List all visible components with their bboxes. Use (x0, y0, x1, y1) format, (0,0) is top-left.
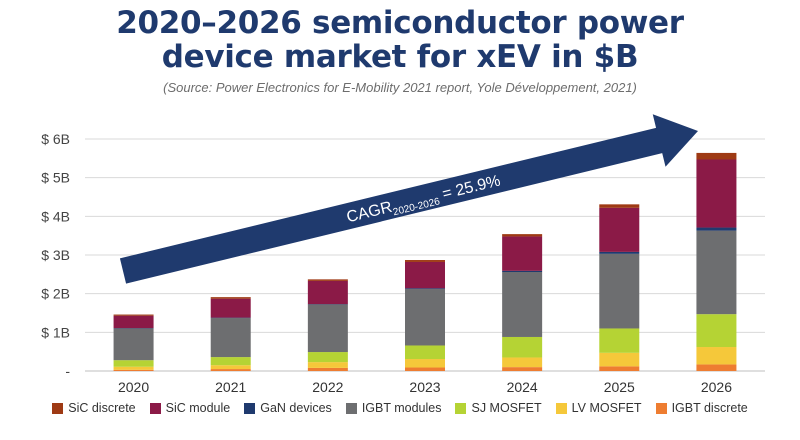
y-tick-label-2: $ 2B (41, 286, 70, 302)
legend-swatch-igbt-modules (345, 402, 357, 414)
legend-swatch-sic-module (149, 402, 161, 414)
cagr-arrow (119, 114, 698, 284)
bar-segment-2023-igbt-discrete (405, 367, 445, 371)
bar-segment-2020-igbt-discrete (113, 369, 154, 371)
bar-segment-2023-lv-mosfet (405, 359, 445, 368)
y-tick-label-1: $ 1B (41, 324, 70, 340)
bar-segment-2025-gan-devices (599, 251, 640, 254)
bar-segment-2020-sic-discrete (113, 314, 154, 316)
y-tick-label-5: $ 5B (41, 170, 70, 186)
bar-segment-2022-sic-module (307, 280, 348, 305)
bar-segment-2023-sic-module (405, 261, 445, 289)
bar-segment-2022-sic-discrete (307, 279, 348, 281)
bar-segment-2021-igbt-modules (210, 318, 251, 358)
y-tick-label-3: $ 3B (41, 247, 70, 263)
bar-segment-2025-sj-mosfet (599, 328, 640, 353)
y-tick-label-4: $ 4B (41, 208, 70, 224)
bar-segment-2024-igbt-modules (502, 272, 543, 337)
bar-segment-2025-sic-module (599, 207, 640, 252)
legend-label-sj-mosfet: SJ MOSFET (471, 401, 542, 415)
legend-label-sic-module: SiC module (165, 401, 231, 415)
bar-segment-2025-sic-discrete (599, 204, 640, 208)
legend-item-gan-devices: GaN devices (244, 401, 332, 415)
bar-segment-2026-sj-mosfet (696, 314, 737, 348)
bar-segment-2022-sj-mosfet (307, 352, 348, 363)
legend-item-sic-module: SiC module (149, 401, 231, 415)
bar-segment-2023-sic-discrete (405, 260, 445, 262)
legend-item-sic-discrete: SiC discrete (52, 401, 136, 415)
legend-item-lv-mosfet: LV MOSFET (555, 401, 642, 415)
bar-segment-2026-igbt-modules (696, 230, 737, 315)
y-tick-label-0: - (65, 363, 70, 379)
x-tick-label-2021: 2021 (215, 379, 246, 395)
bar-segment-2025-igbt-modules (599, 253, 640, 329)
x-tick-label-2026: 2026 (701, 379, 732, 395)
bar-segment-2022-lv-mosfet (307, 362, 348, 368)
bar-segment-2021-sic-discrete (210, 297, 251, 299)
bar-segment-2021-igbt-discrete (210, 369, 251, 371)
bar-segment-2020-sj-mosfet (113, 360, 154, 367)
x-tick-label-2022: 2022 (312, 379, 343, 395)
bar-segment-2026-gan-devices (696, 227, 737, 231)
chart-title-line-2: device market for xEV in $B (161, 39, 639, 75)
bar-segment-2022-igbt-discrete (307, 367, 348, 371)
legend-swatch-sic-discrete (52, 402, 64, 414)
legend-label-igbt-modules: IGBT modules (361, 401, 442, 415)
bar-segment-2026-sic-discrete (696, 152, 737, 160)
bar-segment-2024-gan-devices (502, 270, 543, 273)
legend-swatch-sj-mosfet (455, 402, 467, 414)
legend-label-sic-discrete: SiC discrete (68, 401, 136, 415)
legend-item-igbt-discrete: IGBT discrete (655, 401, 748, 415)
legend-label-gan-devices: GaN devices (260, 401, 332, 415)
bar-segment-2020-lv-mosfet (113, 366, 154, 370)
legend-swatch-lv-mosfet (555, 402, 567, 414)
legend-item-igbt-modules: IGBT modules (345, 401, 442, 415)
bar-segment-2023-gan-devices (405, 288, 445, 290)
bar-segment-2024-sic-discrete (502, 234, 543, 237)
bar-segment-2024-igbt-discrete (502, 367, 543, 371)
bar-segment-2024-lv-mosfet (502, 357, 543, 368)
x-tick-label-2020: 2020 (118, 379, 149, 395)
bar-segment-2021-sj-mosfet (210, 357, 251, 366)
x-tick-label-2023: 2023 (409, 379, 440, 395)
chart-subtitle: (Source: Power Electronics for E-Mobilit… (163, 80, 637, 95)
bar-segment-2022-igbt-modules (307, 304, 348, 353)
legend-item-sj-mosfet: SJ MOSFET (455, 401, 542, 415)
bar-segment-2020-sic-module (113, 315, 154, 329)
bar-segment-2023-sj-mosfet (405, 345, 445, 360)
bar-segment-2026-sic-module (696, 159, 737, 228)
bar-segment-2026-lv-mosfet (696, 347, 737, 365)
bar-segment-2025-igbt-discrete (599, 366, 640, 371)
bar-segment-2023-igbt-modules (405, 289, 445, 346)
x-tick-label-2025: 2025 (604, 379, 635, 395)
bar-segment-2026-igbt-discrete (696, 364, 737, 371)
bar-segment-2024-sic-module (502, 236, 543, 271)
chart-legend: SiC discrete SiC module GaN devices IGBT mo… (0, 401, 800, 415)
y-tick-label-6: $ 6B (41, 131, 70, 147)
legend-label-lv-mosfet: LV MOSFET (571, 401, 642, 415)
bar-segment-2025-lv-mosfet (599, 352, 640, 367)
chart-title-line-1: 2020–2026 semiconductor power (116, 5, 684, 41)
bar-segment-2021-sic-module (210, 298, 251, 318)
legend-swatch-igbt-discrete (655, 402, 667, 414)
legend-swatch-gan-devices (244, 402, 256, 414)
bar-segment-2020-igbt-modules (113, 328, 154, 361)
bar-segment-2024-sj-mosfet (502, 336, 543, 358)
bar-segment-2021-lv-mosfet (210, 365, 251, 370)
chart-title: 2020–2026 semiconductor power device mar… (0, 6, 800, 74)
x-tick-label-2024: 2024 (507, 379, 538, 395)
legend-label-igbt-discrete: IGBT discrete (671, 401, 748, 415)
